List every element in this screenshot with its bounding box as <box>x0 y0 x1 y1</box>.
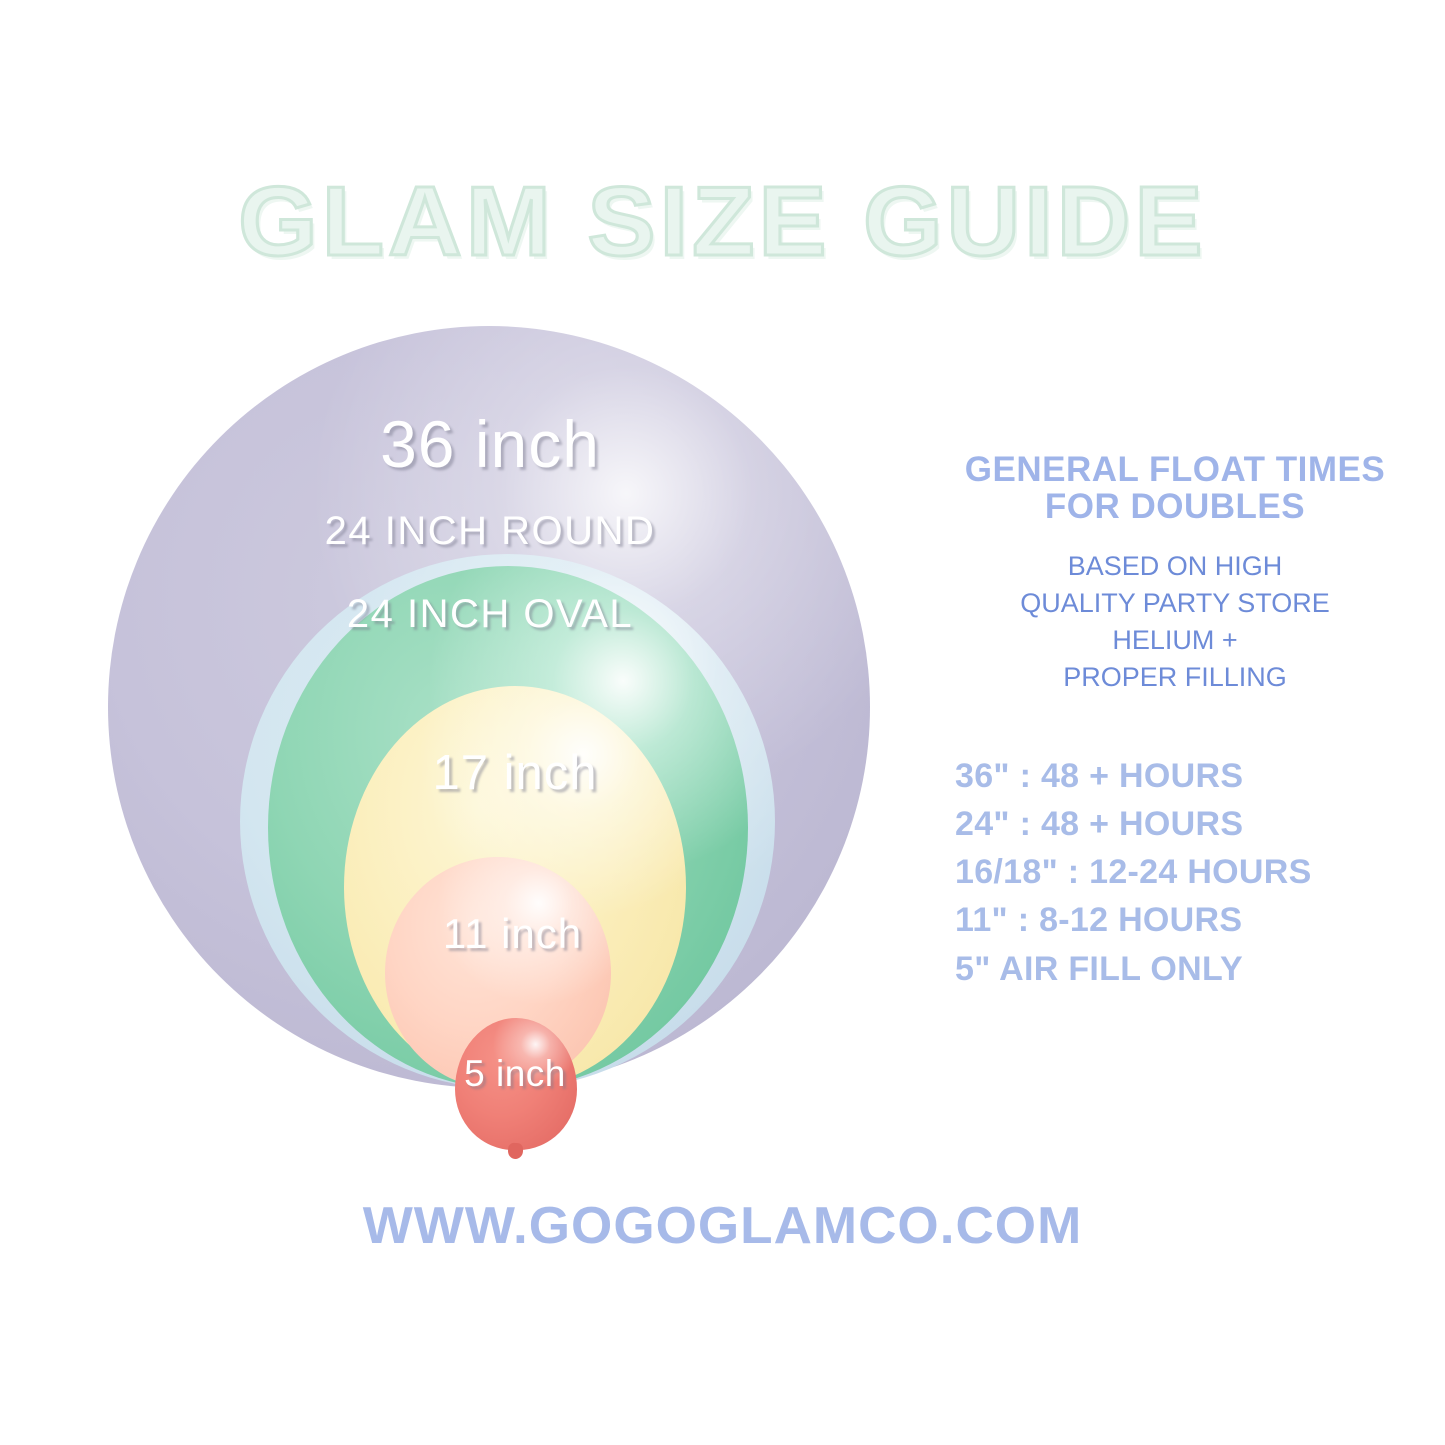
float-time-row: 36" : 48 + HOURS <box>955 756 1244 795</box>
balloon-label-17-inch: 17 inch <box>432 746 598 800</box>
balloon-label-24-inch-round: 24 INCH ROUND <box>324 509 656 553</box>
balloon-label-11-inch: 11 inch <box>442 910 583 957</box>
float-time-row: 16/18" : 12-24 HOURS <box>955 853 1312 892</box>
page-title: GLAM SIZE GUIDE <box>237 166 1207 276</box>
float-time-row: 5" AIR FILL ONLY <box>955 949 1243 988</box>
balloon-5-inch <box>455 1018 577 1150</box>
balloon-label-5-inch: 5 inch <box>464 1053 566 1094</box>
float-times-subtext: BASED ON HIGH QUALITY PARTY STORE HELIUM… <box>1020 550 1330 693</box>
balloon-knot-icon <box>507 1142 524 1160</box>
float-times-heading: GENERAL FLOAT TIMES FOR DOUBLES <box>964 450 1386 526</box>
balloon-label-24-inch-oval: 24 INCH OVAL <box>346 592 634 636</box>
float-times-panel: GENERAL FLOAT TIMES FOR DOUBLES BASED ON… <box>930 450 1420 993</box>
float-times-list: 36" : 48 + HOURS 24" : 48 + HOURS 16/18"… <box>955 752 1420 993</box>
footer-website-url[interactable]: WWW.GOGOGLAMCO.COM <box>362 1197 1083 1255</box>
balloon-label-36-inch: 36 inch <box>380 407 600 481</box>
float-time-row: 11" : 8-12 HOURS <box>955 901 1243 940</box>
float-time-row: 24" : 48 + HOURS <box>955 804 1244 843</box>
